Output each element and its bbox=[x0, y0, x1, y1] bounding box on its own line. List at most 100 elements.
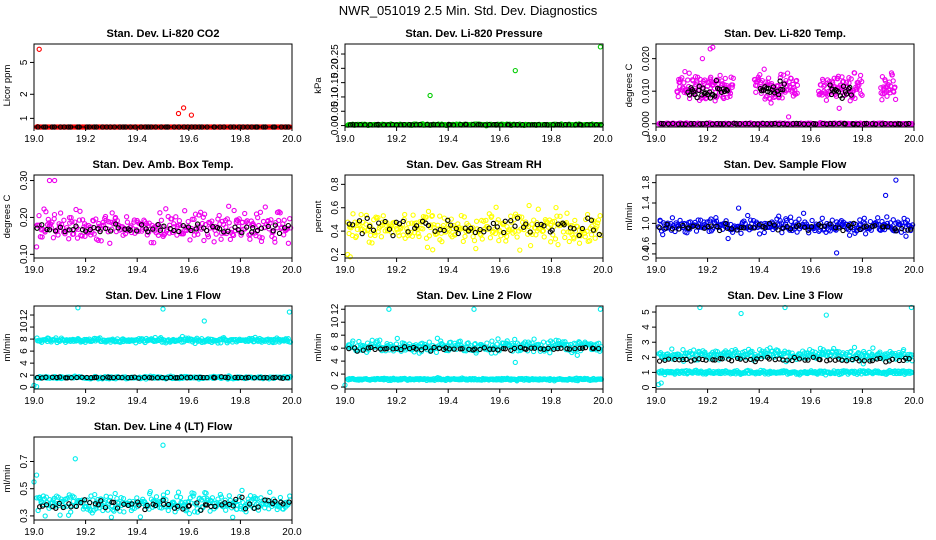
data-point bbox=[734, 355, 741, 362]
x-tick-label: 20.0 bbox=[282, 134, 302, 145]
data-point bbox=[723, 220, 729, 227]
x-tick-label: 19.2 bbox=[387, 134, 407, 145]
data-point bbox=[538, 221, 544, 228]
data-point bbox=[377, 337, 383, 343]
outlier-point bbox=[175, 110, 182, 117]
data-point bbox=[794, 90, 800, 96]
x-tick-label: 19.4 bbox=[749, 134, 769, 145]
data-point bbox=[413, 223, 420, 229]
data-point bbox=[729, 82, 736, 88]
data-point bbox=[68, 375, 75, 381]
x-tick-label: 19.8 bbox=[542, 134, 562, 145]
data-point bbox=[375, 214, 381, 221]
outlier-point bbox=[738, 310, 744, 317]
y-tick-label: 0.2 bbox=[330, 247, 341, 261]
data-point bbox=[277, 375, 283, 381]
data-point bbox=[43, 494, 50, 500]
data-point bbox=[193, 226, 199, 232]
data-point bbox=[168, 374, 174, 381]
y-tick-label: 6 bbox=[330, 345, 341, 351]
data-point bbox=[805, 121, 812, 127]
x-tick-label: 19.2 bbox=[698, 265, 718, 276]
y-tick-label: 0.00 bbox=[330, 115, 341, 135]
data-point bbox=[431, 344, 437, 351]
data-point bbox=[235, 227, 241, 233]
data-point bbox=[729, 226, 735, 232]
data-point bbox=[680, 356, 686, 363]
data-point bbox=[757, 72, 763, 78]
y-axis-label: degrees C bbox=[624, 63, 635, 107]
data-point bbox=[905, 227, 911, 233]
data-point bbox=[122, 226, 128, 232]
data-point bbox=[462, 233, 468, 240]
data-point bbox=[187, 237, 193, 243]
data-point bbox=[857, 226, 863, 233]
data-point bbox=[582, 234, 588, 240]
data-point bbox=[272, 222, 278, 228]
data-point bbox=[802, 357, 808, 363]
data-point bbox=[764, 121, 770, 127]
data-point bbox=[780, 72, 787, 78]
data-point bbox=[579, 345, 586, 351]
data-point bbox=[236, 216, 242, 222]
panel-title: Stan. Dev. Line 1 Flow bbox=[105, 290, 221, 302]
y-tick-label: 1 bbox=[641, 369, 652, 375]
data-point bbox=[410, 344, 417, 351]
data-point bbox=[153, 494, 160, 500]
data-point bbox=[368, 344, 374, 351]
data-point bbox=[713, 215, 719, 221]
y-tick-label: 0.30 bbox=[19, 170, 30, 190]
data-point bbox=[587, 238, 593, 244]
data-point bbox=[579, 225, 586, 232]
data-point bbox=[128, 374, 135, 381]
data-point bbox=[485, 226, 491, 232]
data-point bbox=[723, 218, 729, 224]
data-point bbox=[44, 226, 50, 233]
data-point bbox=[672, 228, 678, 235]
data-point bbox=[284, 226, 291, 232]
data-point bbox=[492, 230, 499, 237]
data-point bbox=[551, 218, 558, 224]
data-point bbox=[847, 84, 853, 91]
data-point bbox=[171, 221, 177, 227]
data-point bbox=[434, 335, 441, 341]
data-point bbox=[484, 340, 490, 346]
data-point bbox=[728, 358, 735, 364]
data-point bbox=[209, 218, 215, 224]
data-point bbox=[243, 375, 249, 381]
data-point bbox=[705, 223, 711, 230]
data-point bbox=[195, 231, 201, 237]
data-point bbox=[590, 227, 597, 233]
x-tick-label: 19.6 bbox=[801, 265, 821, 276]
data-point bbox=[270, 339, 276, 346]
data-point bbox=[250, 225, 256, 231]
data-point bbox=[191, 490, 197, 497]
data-point bbox=[724, 88, 730, 94]
panel-title: Stan. Dev. Li-820 Pressure bbox=[405, 28, 542, 40]
data-point bbox=[197, 374, 204, 381]
data-point bbox=[722, 75, 728, 82]
data-point bbox=[686, 95, 693, 102]
outlier-point bbox=[347, 254, 353, 260]
data-point bbox=[708, 223, 714, 229]
data-point bbox=[275, 217, 282, 224]
data-point bbox=[95, 237, 101, 243]
y-tick-label: 0.20 bbox=[330, 58, 341, 78]
data-point bbox=[787, 226, 794, 232]
data-point bbox=[517, 247, 523, 253]
data-point bbox=[97, 228, 103, 235]
data-point bbox=[194, 221, 201, 227]
data-point bbox=[852, 95, 858, 102]
data-point bbox=[571, 226, 577, 232]
outlier-point bbox=[735, 205, 742, 211]
data-point bbox=[204, 374, 210, 381]
data-point bbox=[79, 217, 86, 223]
data-point bbox=[861, 358, 867, 364]
data-point bbox=[358, 211, 364, 218]
data-point bbox=[74, 235, 81, 241]
data-point bbox=[714, 223, 720, 230]
data-point bbox=[743, 357, 749, 363]
data-point bbox=[872, 223, 878, 229]
data-point bbox=[545, 345, 551, 351]
